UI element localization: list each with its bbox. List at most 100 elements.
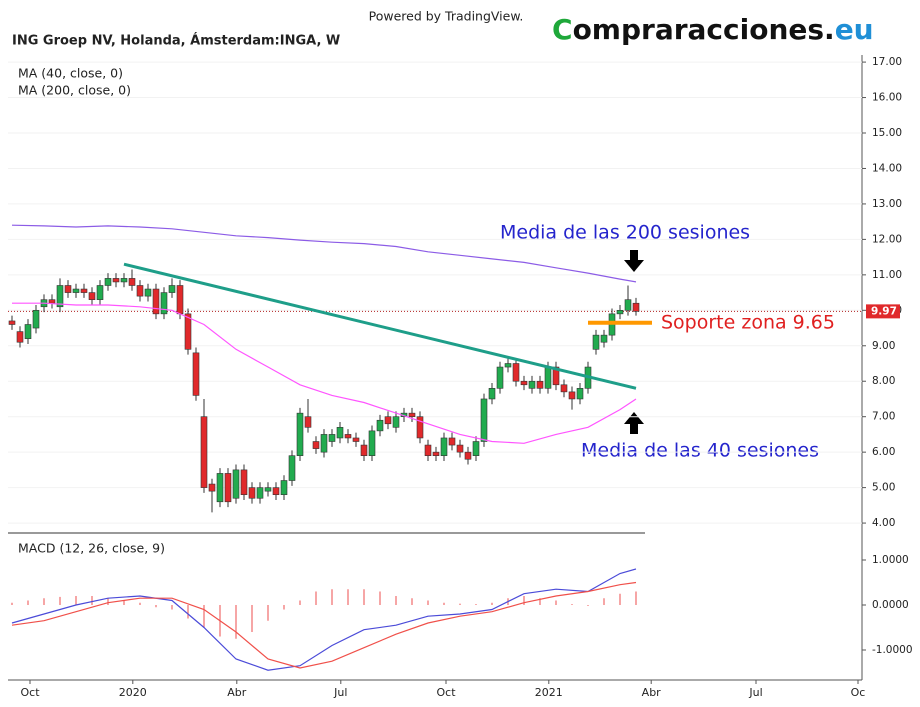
candle-body — [264, 487, 272, 492]
trendline — [123, 262, 637, 390]
series-line — [11, 568, 637, 671]
candle-body — [424, 444, 432, 456]
candle-body — [176, 285, 184, 315]
y-tick-label: 6.00 — [872, 446, 895, 458]
candle-body — [552, 366, 560, 386]
candle-body — [232, 469, 240, 499]
chart-title: ING Groep NV, Holanda, Ámsterdam:INGA, W — [12, 33, 340, 49]
candle-body — [408, 412, 416, 417]
candle-body — [256, 487, 264, 499]
candle-body — [440, 437, 448, 456]
candle-body — [24, 324, 32, 339]
candle-body — [384, 416, 392, 425]
candle-body — [96, 285, 104, 300]
y-tick-label: 14.00 — [872, 162, 902, 174]
y-tick-label: 1.0000 — [872, 554, 909, 566]
candle-body — [272, 487, 280, 496]
y-tick-label: 9.00 — [872, 340, 895, 352]
last-price-box — [866, 304, 900, 319]
candle-body — [120, 278, 128, 283]
candle-body — [336, 427, 344, 439]
candle-body — [592, 334, 600, 350]
candle-body — [16, 331, 24, 343]
candle-body — [600, 334, 608, 343]
annotation: Soporte zona 9.65 — [661, 312, 835, 334]
legend-entry: MA (40, close, 0) — [18, 66, 123, 81]
candle-body — [280, 480, 288, 496]
logo-eu: eu — [835, 13, 874, 46]
candle-body — [240, 469, 248, 496]
powered-by: Powered by TradingView. — [369, 9, 524, 24]
x-tick-label: 2020 — [119, 686, 147, 699]
legend-entry: MA (200, close, 0) — [18, 83, 131, 98]
candle-body — [352, 437, 360, 442]
arrow-down — [624, 250, 644, 272]
y-tick-label: 13.00 — [872, 198, 902, 210]
candle-body — [216, 473, 224, 503]
candle-body — [456, 444, 464, 453]
candle-body — [56, 285, 64, 308]
candle-body — [568, 391, 576, 400]
y-tick-label: 16.00 — [872, 92, 902, 104]
candle-body — [472, 441, 480, 456]
candle-body — [144, 288, 152, 297]
y-tick-label: 11.00 — [872, 269, 902, 281]
candle-body — [80, 288, 88, 293]
y-tick-label: 17.00 — [872, 56, 902, 68]
candle-body — [560, 384, 568, 393]
arrow-up — [624, 412, 644, 434]
candle-body — [480, 398, 488, 442]
candle-body — [544, 366, 552, 389]
candle-body — [312, 441, 320, 449]
y-tick-label: 7.00 — [872, 411, 895, 423]
candle-body — [208, 483, 216, 492]
candle-body — [368, 430, 376, 456]
candle-body — [344, 434, 352, 439]
x-tick-label: Oct — [20, 686, 40, 699]
candle-body — [160, 292, 168, 315]
series-line — [11, 224, 637, 283]
candle-body — [32, 310, 40, 329]
y-tick-label: 0.0000 — [872, 599, 909, 611]
candle-body — [8, 320, 16, 325]
x-tick-label: Oct — [436, 686, 456, 699]
candle-body — [288, 455, 296, 481]
x-tick-label: Jul — [748, 686, 762, 699]
candle-body — [464, 451, 472, 460]
candle-body — [376, 419, 384, 432]
y-tick-label: 5.00 — [872, 482, 895, 494]
candle-body — [448, 437, 456, 446]
candle-body — [168, 285, 176, 293]
y-tick-label: 8.00 — [872, 375, 895, 387]
candle-body — [104, 278, 112, 286]
candle-body — [112, 278, 120, 283]
annotation: Media de las 200 sesiones — [500, 222, 750, 244]
candle-body — [392, 416, 400, 428]
candle-body — [296, 412, 304, 456]
series-line — [11, 581, 637, 669]
x-tick-label: Oc — [851, 686, 866, 699]
candle-body — [224, 473, 232, 503]
candle-body — [528, 380, 536, 389]
series-line — [12, 302, 637, 444]
y-tick-label: 15.00 — [872, 127, 902, 139]
candle-body — [328, 434, 336, 442]
y-tick-label: -1.0000 — [872, 644, 913, 656]
candle-body — [184, 313, 192, 350]
candle-body — [504, 363, 512, 368]
candle-body — [632, 302, 640, 312]
candle-body — [64, 285, 72, 293]
macd-title: MACD (12, 26, close, 9) — [18, 541, 165, 556]
candle-body — [192, 352, 200, 396]
y-tick-label: 12.00 — [872, 233, 902, 245]
candle-body — [152, 288, 160, 315]
logo-main: ompraracciones. — [573, 13, 835, 46]
candle-body — [128, 278, 136, 286]
candle-body — [624, 299, 632, 311]
last-price-label: 9.97 — [871, 305, 897, 317]
x-tick-label: Abr — [227, 686, 247, 699]
candle-body — [488, 388, 496, 400]
candle-body — [360, 444, 368, 456]
candle-body — [72, 288, 80, 293]
